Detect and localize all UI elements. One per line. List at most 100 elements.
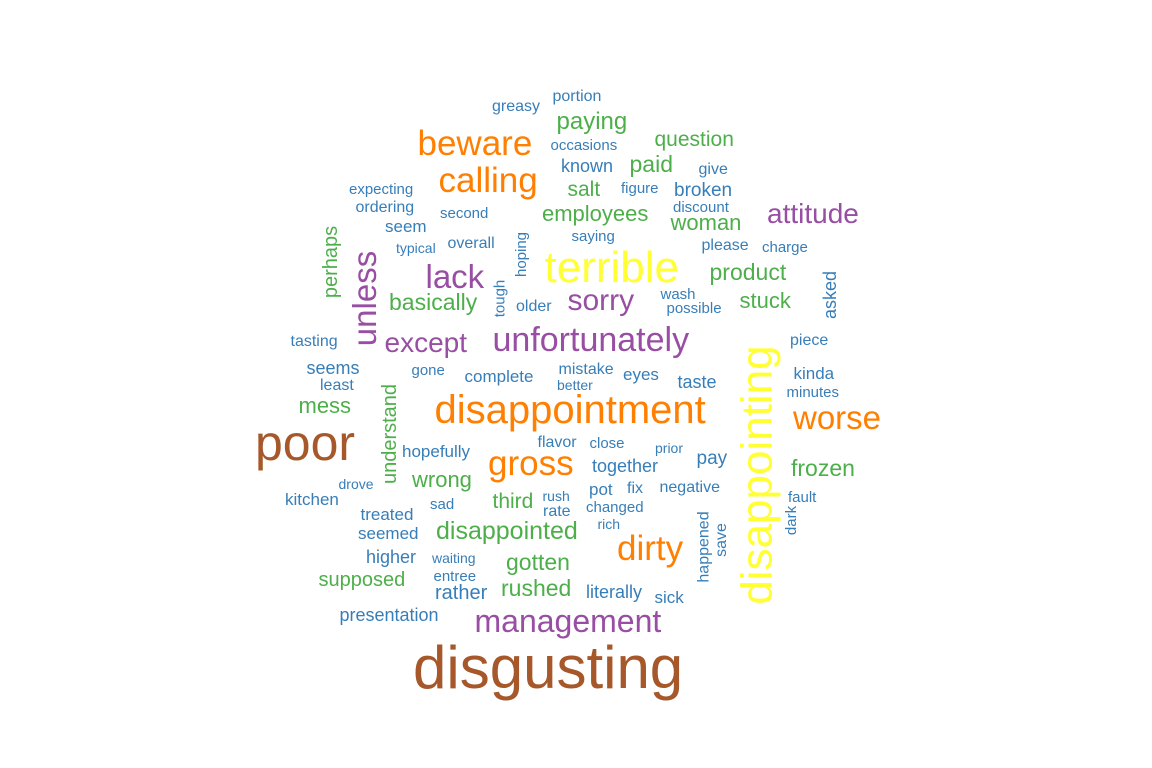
word-presentation: presentation bbox=[339, 605, 439, 625]
word-employees: employees bbox=[542, 201, 649, 226]
word-tasting: tasting bbox=[290, 333, 338, 350]
word-broken: broken bbox=[674, 179, 733, 201]
word-sick: sick bbox=[654, 587, 684, 607]
word-paying: paying bbox=[556, 108, 628, 135]
word-close: close bbox=[589, 434, 625, 452]
word-older: older bbox=[516, 298, 552, 315]
word-portion: portion bbox=[552, 88, 602, 105]
word-together: together bbox=[592, 456, 659, 476]
word-attitude: attitude bbox=[767, 198, 859, 229]
word-product: product bbox=[709, 258, 787, 285]
word-prior: prior bbox=[655, 440, 684, 456]
word-kitchen: kitchen bbox=[285, 489, 339, 509]
word-woman: woman bbox=[670, 210, 742, 235]
word-gotten: gotten bbox=[506, 548, 570, 575]
word-sad: sad bbox=[430, 495, 455, 513]
word-waiting: waiting bbox=[432, 550, 476, 566]
word-occasions: occasions bbox=[550, 136, 618, 154]
word-expecting: expecting bbox=[349, 180, 414, 198]
word-wash: wash bbox=[660, 285, 696, 303]
word-second: second bbox=[440, 204, 489, 222]
word-piece: piece bbox=[790, 332, 829, 349]
word-entree: entree bbox=[433, 567, 477, 585]
word-stuck: stuck bbox=[739, 288, 791, 313]
word-disappointing: disappointing bbox=[732, 345, 782, 605]
word-higher: higher bbox=[366, 547, 417, 567]
word-discount: discount bbox=[673, 198, 729, 216]
word-disappointed: disappointed bbox=[436, 516, 578, 545]
word-management: management bbox=[474, 603, 662, 639]
word-overall: overall bbox=[447, 235, 495, 252]
word-dirty: dirty bbox=[617, 528, 684, 568]
word-dark: dark bbox=[782, 505, 800, 535]
word-negative: negative bbox=[659, 479, 721, 496]
word-complete: complete bbox=[464, 366, 534, 386]
word-seemed: seemed bbox=[358, 523, 419, 543]
word-paid: paid bbox=[629, 150, 673, 177]
word-hoping: hoping bbox=[512, 231, 530, 277]
word-figure: figure bbox=[621, 179, 659, 197]
word-lack: lack bbox=[425, 257, 485, 295]
word-kinda: kinda bbox=[793, 363, 835, 383]
word-beware: beware bbox=[417, 123, 533, 163]
word-seems: seems bbox=[306, 358, 360, 378]
word-seem: seem bbox=[385, 216, 427, 236]
word-unfortunately: unfortunately bbox=[492, 321, 690, 359]
word-pay: pay bbox=[696, 447, 728, 469]
word-sorry: sorry bbox=[567, 284, 635, 317]
word-drove: drove bbox=[338, 476, 374, 492]
word-salt: salt bbox=[567, 177, 601, 201]
word-question: question bbox=[654, 127, 734, 151]
word-rate: rate bbox=[543, 503, 571, 520]
word-wrong: wrong bbox=[412, 467, 472, 492]
word-pot: pot bbox=[589, 479, 613, 499]
word-changed: changed bbox=[586, 498, 644, 516]
word-minutes: minutes bbox=[786, 383, 840, 401]
word-terrible: terrible bbox=[544, 243, 680, 292]
word-mistake: mistake bbox=[558, 361, 614, 378]
word-possible: possible bbox=[666, 299, 722, 317]
word-fix: fix bbox=[627, 480, 643, 497]
word-greasy: greasy bbox=[492, 98, 541, 115]
word-save: save bbox=[712, 523, 730, 557]
word-gone: gone bbox=[411, 361, 445, 379]
word-least: least bbox=[320, 377, 354, 394]
word-disgusting: disgusting bbox=[413, 634, 684, 701]
word-unless: unless bbox=[345, 250, 383, 346]
word-disappointment: disappointment bbox=[434, 388, 706, 432]
word-literally: literally bbox=[586, 582, 643, 602]
word-calling: calling bbox=[438, 160, 538, 200]
word-saying: saying bbox=[571, 227, 615, 245]
word-perhaps: perhaps bbox=[320, 225, 343, 299]
word-flavor: flavor bbox=[537, 434, 577, 451]
word-frozen: frozen bbox=[791, 454, 855, 481]
word-eyes: eyes bbox=[623, 364, 659, 384]
word-charge: charge bbox=[762, 238, 808, 256]
word-understand: understand bbox=[379, 383, 402, 485]
word-fault: fault bbox=[788, 488, 817, 506]
word-known: known bbox=[561, 156, 614, 176]
word-worse: worse bbox=[793, 398, 882, 436]
word-rather: rather bbox=[435, 582, 488, 604]
word-hopefully: hopefully bbox=[402, 441, 471, 461]
word-basically: basically bbox=[389, 288, 478, 315]
word-happened: happened bbox=[695, 511, 713, 583]
word-better: better bbox=[557, 377, 593, 393]
word-poor: poor bbox=[255, 415, 356, 471]
word-rushed: rushed bbox=[501, 574, 572, 601]
word-supposed: supposed bbox=[318, 569, 406, 591]
word-taste: taste bbox=[677, 372, 717, 392]
word-treated: treated bbox=[360, 504, 414, 524]
word-except: except bbox=[384, 327, 468, 358]
word-ordering: ordering bbox=[355, 199, 415, 216]
word-mess: mess bbox=[298, 393, 352, 418]
word-tough: tough bbox=[491, 279, 509, 317]
word-give: give bbox=[698, 161, 728, 178]
word-rich: rich bbox=[597, 516, 621, 532]
word-please: please bbox=[701, 237, 749, 254]
word-third: third bbox=[492, 489, 534, 513]
word-typical: typical bbox=[396, 240, 436, 256]
word-asked: asked bbox=[820, 270, 841, 320]
word-rush: rush bbox=[542, 488, 570, 504]
